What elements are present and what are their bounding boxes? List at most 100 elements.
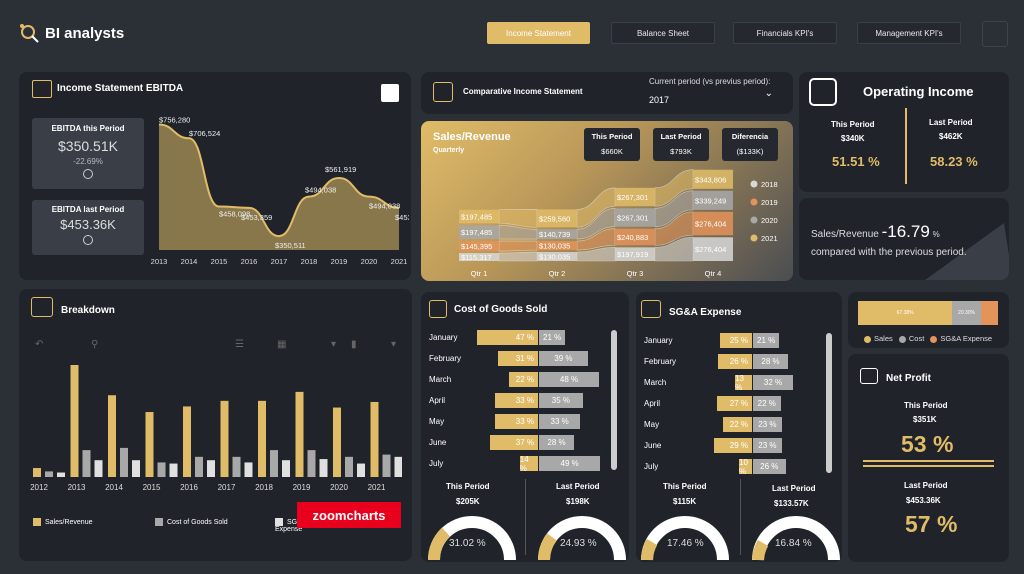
sales-this-label: This Period bbox=[591, 132, 633, 141]
breakdown-bar bbox=[258, 400, 266, 477]
ebitda-x-tick: 2016 bbox=[241, 257, 258, 266]
sales-x-tick: Qtr 1 bbox=[471, 269, 488, 278]
zoomcharts-logo-text: zoomcharts bbox=[312, 507, 386, 523]
net-last-label: Last Period bbox=[904, 481, 948, 490]
mix-bar: 67.38% 20.30% bbox=[858, 301, 998, 325]
sga-last-pct: 16.84 % bbox=[775, 538, 812, 549]
operating-last-pct: 58.23 % bbox=[930, 154, 978, 169]
sga-month-label: June bbox=[644, 441, 662, 450]
net-divider-2 bbox=[863, 465, 994, 467]
sales-segment bbox=[537, 241, 577, 251]
legend-sales-swatch bbox=[33, 518, 41, 526]
sales-data-label: $140,739 bbox=[539, 230, 570, 239]
sga-bar-a: 10 % bbox=[739, 458, 752, 476]
sga-month-label: April bbox=[644, 399, 661, 408]
sales-title: Sales/Revenue bbox=[433, 131, 511, 143]
tab-income-statement[interactable]: Income Statement bbox=[487, 22, 590, 44]
sga-bar-b: 26 % bbox=[753, 459, 786, 474]
mix-legend-cost-swatch bbox=[898, 335, 906, 343]
sga-card: SG&A Expense January 25 % 21 % February 26 %… bbox=[636, 292, 842, 562]
cogs-bar-a: 31 % bbox=[497, 351, 538, 366]
sga-month-label: January bbox=[644, 336, 673, 345]
ebitda-x-tick: 2013 bbox=[151, 257, 168, 266]
sales-this-value: $660K bbox=[601, 147, 623, 156]
breakdown-bar bbox=[232, 456, 241, 477]
sales-data-label: $197,919 bbox=[617, 250, 648, 259]
ebitda-x-tick: 2021 bbox=[391, 257, 408, 266]
ebitda-this-change: -22.69% bbox=[73, 157, 103, 166]
breakdown-bar bbox=[357, 463, 365, 477]
tab-management-kpis[interactable]: Management KPI's bbox=[857, 22, 961, 44]
user-icon[interactable] bbox=[982, 21, 1008, 47]
mix-legend-sga-label: SG&A Expense bbox=[940, 334, 993, 343]
ebitda-x-tick: 2020 bbox=[361, 257, 378, 266]
legend-cogs-swatch bbox=[155, 518, 163, 526]
sales-last-label: Last Period bbox=[660, 132, 702, 141]
sga-icon bbox=[641, 300, 661, 318]
cogs-month-label: June bbox=[429, 438, 447, 447]
legend-sga-swatch bbox=[275, 518, 283, 526]
cogs-month-label: February bbox=[429, 354, 462, 363]
legend-cogs: Cost of Goods Sold bbox=[155, 518, 228, 526]
sales-legend-swatch bbox=[750, 198, 758, 206]
legend-sga-label: SG&A Expense bbox=[275, 519, 306, 533]
legend-sales: Sales/Revenue bbox=[33, 518, 92, 526]
sga-bar-a: 25 % bbox=[719, 333, 752, 348]
cogs-bar-b: 35 % bbox=[539, 393, 583, 408]
sales-x-tick: Qtr 2 bbox=[549, 269, 566, 278]
mix-cost-pct: 20.30% bbox=[958, 310, 976, 316]
breakdown-bar-chart: 2012 2013 2014 2015 2016 2017 2018 2019 2020 2021 bbox=[30, 365, 402, 492]
filter-icon[interactable] bbox=[381, 84, 399, 102]
sales-ribbon bbox=[498, 225, 538, 240]
sales-data-label: $130,035 bbox=[539, 242, 570, 251]
tab-financials-kpis[interactable]: Financials KPI's bbox=[733, 22, 837, 44]
list-icon[interactable]: ☰ bbox=[235, 339, 244, 350]
breakdown-card: Breakdown ↶ ⚲ ☰ ▦ ▾ ▮ ▾ 2012 2013 2014 2015… bbox=[19, 289, 412, 561]
bar-chart-icon[interactable]: ▮ bbox=[351, 339, 357, 350]
operating-last-value: $462K bbox=[939, 132, 963, 141]
ebitda-data-label: $706,524 bbox=[189, 129, 220, 138]
sales-diff-box: Diferencia ($133K) bbox=[722, 128, 778, 161]
ebitda-icon bbox=[32, 80, 52, 98]
sales-this-box: This Period $660K bbox=[584, 128, 640, 161]
operating-this-pct: 51.51 % bbox=[832, 154, 880, 169]
sales-ribbon bbox=[654, 211, 694, 246]
dropdown-icon[interactable]: ▾ bbox=[331, 339, 337, 350]
sales-segment bbox=[459, 253, 499, 261]
sga-month-label: May bbox=[644, 420, 660, 429]
mix-sales-pct: 67.38% bbox=[896, 310, 914, 316]
cogs-bar-b: 33 % bbox=[539, 414, 581, 429]
sales-data-label: $276,404 bbox=[695, 245, 726, 254]
mix-cost-segment: 20.30% bbox=[952, 301, 981, 325]
sga-bar-a: 22 % bbox=[723, 417, 752, 432]
sales-legend-swatch bbox=[750, 180, 758, 188]
zoom-icon[interactable]: ⚲ bbox=[91, 339, 99, 350]
sales-segment bbox=[537, 229, 577, 240]
calendar-small-icon[interactable]: ▦ bbox=[277, 339, 287, 350]
sales-data-label: $267,301 bbox=[617, 193, 648, 202]
sga-last-gauge bbox=[752, 516, 840, 561]
sales-data-label: $197,485 bbox=[461, 228, 492, 237]
dropdown2-icon[interactable]: ▾ bbox=[391, 339, 397, 350]
mix-legend-cost-label: Cost bbox=[908, 334, 925, 343]
mix-legend-cost: Cost bbox=[898, 334, 925, 343]
sga-bar-b: 28 % bbox=[753, 354, 788, 369]
breakdown-bar bbox=[295, 391, 304, 477]
ebitda-data-label: $756,280 bbox=[159, 116, 190, 125]
period-dropdown[interactable]: 2017 ⌄ bbox=[649, 88, 775, 106]
sales-last-box: Last Period $793K bbox=[653, 128, 709, 161]
net-this-value: $351K bbox=[913, 415, 937, 424]
tab-balance-sheet[interactable]: Balance Sheet bbox=[611, 22, 715, 44]
cogs-this-gauge bbox=[427, 516, 516, 561]
net-last-value: $453.36K bbox=[906, 496, 941, 505]
sga-divider bbox=[740, 479, 741, 555]
cogs-scrollbar[interactable] bbox=[611, 330, 617, 470]
breakdown-x-tick: 2019 bbox=[293, 483, 311, 492]
back-icon[interactable]: ↶ bbox=[35, 339, 44, 350]
cogs-bar-a: 33 % bbox=[495, 414, 538, 429]
sga-scrollbar[interactable] bbox=[826, 333, 832, 473]
cogs-divider bbox=[525, 479, 526, 555]
sga-this-pct: 17.46 % bbox=[667, 538, 704, 549]
sales-data-label: $267,301 bbox=[617, 214, 648, 223]
ebitda-this-label: EBITDA this Period bbox=[51, 124, 125, 133]
